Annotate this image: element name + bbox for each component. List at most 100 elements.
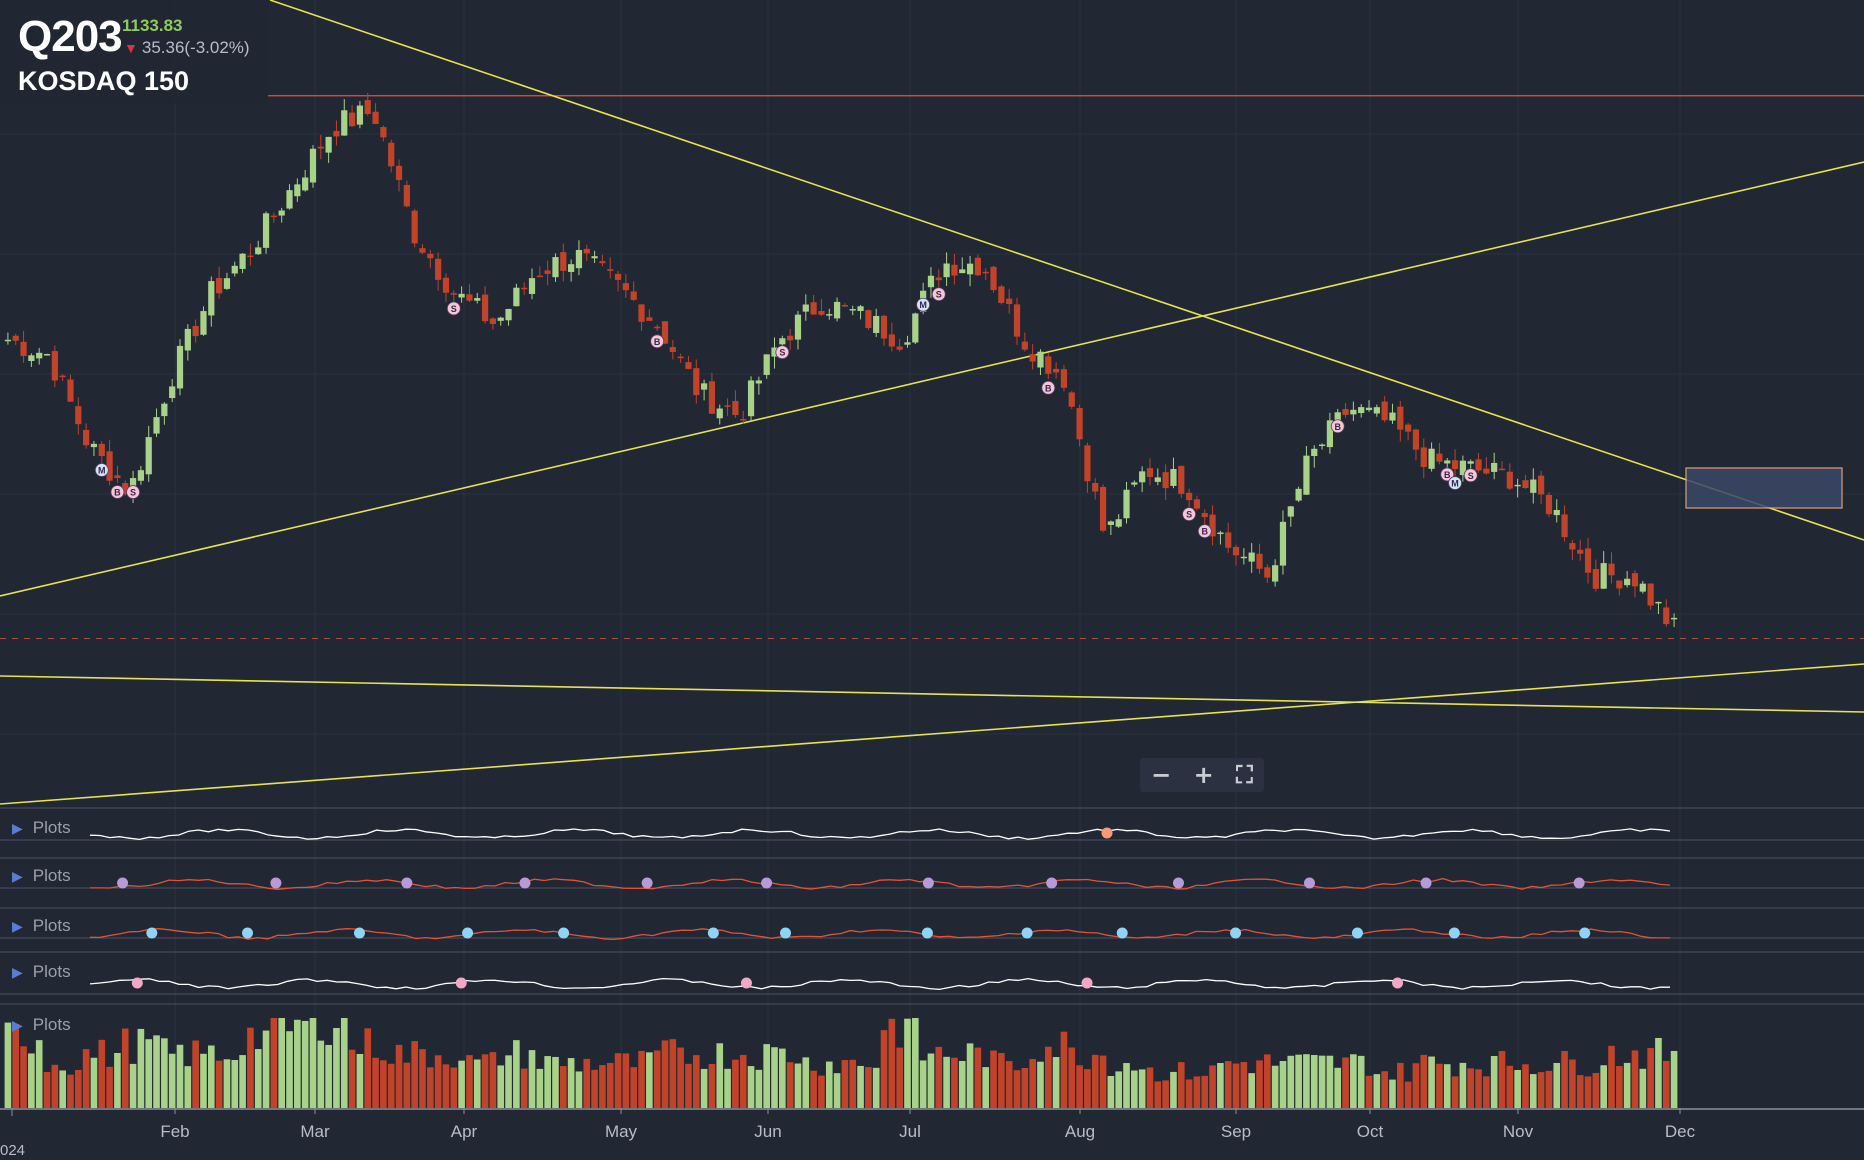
candle [302,169,309,192]
indicator-dot [270,877,282,889]
signal-marker-label: B [654,337,661,347]
panel-label-4[interactable]: ▶ Plots [12,962,71,982]
candle [1405,423,1412,441]
volume-bar [333,1028,340,1108]
candle [1272,559,1279,587]
candle [1553,499,1560,523]
indicator-dot [1351,927,1363,939]
candle [708,372,716,414]
candle [466,283,473,302]
volume-bar [1412,1063,1420,1108]
candle [1537,470,1545,505]
candle [348,105,356,127]
candle [1248,543,1255,573]
volume-bar [1522,1064,1529,1108]
candle [833,297,841,322]
candle-body [700,383,708,390]
candle [1522,474,1529,489]
candle [865,309,872,331]
candle [810,294,817,316]
candle [161,402,168,425]
candle [1256,543,1263,574]
candle-body [583,248,590,254]
candle [231,261,238,277]
signal-marker-label: M [919,300,927,310]
volume-bar [935,1046,943,1108]
candle-body [192,325,199,337]
candle [83,423,90,449]
candle-body [395,165,403,180]
candle-body [129,478,137,492]
candle-body [388,142,395,167]
candle [685,356,692,370]
volume-bar [1185,1079,1193,1108]
volume-bar [1021,1067,1029,1108]
signal-marker-dot [1041,380,1056,395]
volume-bar [1623,1062,1631,1108]
indicator-line-3 [89,977,1671,991]
chart-grid [0,0,1864,1110]
candle [661,321,669,344]
volume-bar [442,1064,450,1108]
candle-body [1232,546,1240,556]
volume-bar [1490,1056,1498,1108]
candle-body [849,309,856,311]
volume-bar [28,1053,35,1108]
candle-body [427,253,434,259]
candle-body [896,346,903,350]
candle [966,255,974,287]
candle-body [43,354,51,356]
candle-body [1170,468,1177,486]
panel-label-1[interactable]: ▶ Plots [12,818,71,838]
volume-bar [990,1050,997,1108]
volume-bar [833,1073,841,1108]
panel-label-2[interactable]: ▶ Plots [12,866,71,886]
candle-body [90,443,98,448]
volume-bar [646,1052,653,1108]
signal-marker: M [1448,476,1462,490]
volume-bar [200,1053,207,1108]
candle [1084,442,1091,493]
volume-bar [184,1066,192,1108]
volume-bar [1005,1061,1013,1108]
indicator-dot [1392,977,1404,989]
volume-bar [1553,1062,1561,1108]
candle [1561,505,1568,542]
candle [1279,510,1287,575]
volume-bar [1483,1076,1490,1108]
volume-bar [865,1067,872,1108]
volume-bar [614,1053,622,1108]
candle [935,269,942,288]
volume-bar [489,1052,497,1108]
indicator-dot [117,877,129,889]
candle-body [1405,424,1412,432]
signal-marker-label: S [130,488,136,498]
candle [1146,458,1154,486]
candle-body [1639,583,1646,592]
candle-body [1013,304,1021,337]
candle-body [114,475,121,478]
panel-label-3[interactable]: ▶ Plots [12,916,71,936]
candle [544,260,551,286]
volume-bar [1170,1071,1177,1108]
panel-label-text: Plots [32,916,71,935]
candle [1397,400,1404,442]
fullscreen-button[interactable]: ⛶ [1236,761,1253,789]
candle-body [59,375,66,378]
volume-bar [137,1028,145,1108]
volume-bar [1138,1069,1146,1108]
volume-bar [1498,1050,1506,1108]
candle-body [654,326,661,329]
candle [1193,495,1201,511]
candle [505,308,512,326]
candle [732,390,739,418]
zoom-in-button[interactable]: + [1193,761,1214,789]
candle-body [1451,460,1459,470]
volume-bars [0,1018,1864,1110]
signal-marker-dot [1197,524,1212,539]
panel-label-5[interactable]: ▶ Plots [12,1015,71,1035]
zoom-out-button[interactable]: − [1151,761,1172,789]
candle-body [747,380,755,417]
candle [646,309,653,321]
